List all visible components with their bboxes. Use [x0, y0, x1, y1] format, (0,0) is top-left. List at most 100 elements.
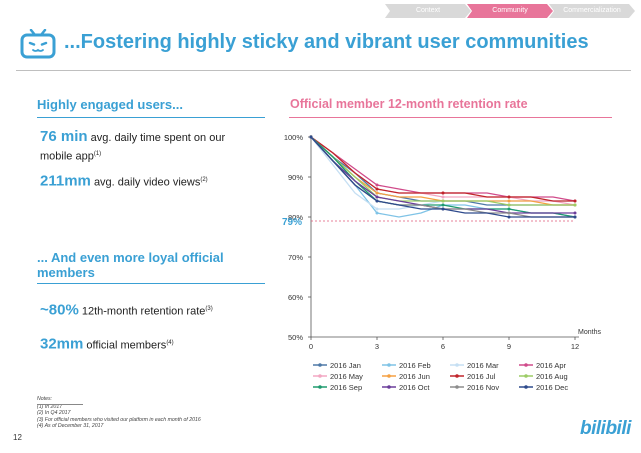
series-line	[310, 136, 575, 206]
series-point	[507, 195, 511, 199]
stat-retention-value: ~80%	[40, 301, 79, 319]
series-line	[310, 136, 575, 202]
legend-marker	[318, 374, 322, 378]
notes-label: Notes:	[37, 396, 52, 402]
nav-tab-community[interactable]: Community	[467, 4, 553, 18]
stat-daily-time-text: avg. daily time spent on our	[90, 132, 226, 144]
legend-marker	[524, 374, 528, 378]
y-tick-label: 80%	[288, 213, 303, 222]
stat-video-views-value: 211mm	[40, 172, 91, 190]
legend-label: 2016 Jan	[330, 361, 361, 370]
legend-marker	[524, 363, 528, 367]
series-point	[507, 199, 511, 203]
page-number: 12	[13, 433, 22, 442]
legend-marker	[524, 385, 528, 389]
series-point	[375, 211, 379, 215]
y-tick-label: 60%	[288, 293, 303, 302]
slide-title: ...Fostering highly sticky and vibrant u…	[64, 31, 589, 53]
legend-marker	[387, 363, 391, 367]
x-tick-label: 6	[441, 342, 445, 351]
series-point	[375, 191, 379, 195]
series-point	[441, 203, 445, 207]
legend-marker	[387, 374, 391, 378]
series-point	[573, 199, 577, 203]
nav-tab-context[interactable]: Context	[385, 4, 471, 18]
legend-label: 2016 Nov	[467, 383, 499, 392]
series-point	[375, 183, 379, 187]
reference-label: 79%	[282, 217, 302, 228]
y-tick-label: 100%	[284, 133, 304, 142]
stat-official-members: 32mm official members(4)	[40, 335, 275, 354]
legend-label: 2016 Mar	[467, 361, 499, 370]
chart-title-underline	[289, 117, 612, 118]
y-tick-label: 70%	[288, 253, 303, 262]
series-point	[441, 207, 445, 211]
engaged-heading: Highly engaged users...	[37, 97, 183, 112]
stat-official-members-text: official members	[86, 339, 167, 352]
stat-daily-time-note: (1)	[93, 151, 102, 157]
legend-marker	[455, 374, 459, 378]
chart-title: Official member 12-month retention rate	[290, 97, 528, 111]
engaged-underline	[37, 117, 265, 118]
series-line	[310, 136, 575, 206]
legend-label: 2016 Feb	[399, 361, 431, 370]
x-tick-label: 0	[309, 342, 313, 351]
tv-logo-icon	[20, 29, 56, 59]
stat-official-members-note: (4)	[166, 340, 174, 346]
stat-daily-time-value: 76 min	[40, 128, 88, 145]
brand-logo: bilibili	[580, 418, 631, 439]
series-line	[310, 136, 575, 206]
x-tick-label: 9	[507, 342, 511, 351]
legend-marker	[455, 385, 459, 389]
legend-marker	[318, 363, 322, 367]
stat-official-members-value: 32mm	[40, 335, 84, 353]
series-point	[573, 215, 577, 219]
stat-retention-text: 12th-month retention rate	[81, 305, 206, 318]
stat-video-views: 211mm avg. daily video views(2)	[40, 172, 275, 191]
section-nav: Context Community Commercialization	[385, 4, 635, 18]
stat-video-views-note: (2)	[200, 177, 208, 183]
footnotes: Notes: (1) In 2017 (2) In Q4 2017 (3) Fo…	[37, 396, 201, 429]
notes-rule	[37, 404, 83, 405]
series-point	[375, 187, 379, 191]
series-point	[507, 207, 511, 211]
note-1: (1) In 2017	[37, 404, 63, 411]
nav-tab-commercialization[interactable]: Commercialization	[549, 4, 635, 18]
nav-tab-community-label: Community	[492, 7, 528, 14]
legend-marker	[387, 385, 391, 389]
loyal-heading-line2: members	[37, 265, 95, 280]
nav-tab-context-label: Context	[415, 7, 441, 14]
series-point	[441, 191, 445, 195]
stat-daily-time-text2: mobile app	[40, 150, 94, 163]
series-point	[507, 211, 511, 215]
stat-retention: ~80% 12th-month retention rate(3)	[40, 301, 275, 320]
series-point	[375, 199, 379, 203]
nav-tab-commercialization-label: Commercialization	[563, 7, 621, 14]
legend-label: 2016 Jun	[399, 372, 430, 381]
legend-marker	[318, 385, 322, 389]
stat-retention-note: (3)	[205, 306, 213, 312]
title-divider	[16, 70, 631, 71]
series-line	[310, 136, 576, 206]
x-tick-label: 12	[571, 342, 579, 351]
series-point	[507, 215, 511, 219]
series-point	[573, 203, 577, 207]
note-3: (3) For official members who visited our…	[37, 416, 201, 423]
legend-label: 2016 Aug	[536, 372, 568, 381]
series-point	[441, 199, 445, 203]
legend-marker	[455, 363, 459, 367]
y-tick-label: 90%	[288, 173, 303, 182]
legend-label: 2016 Jul	[467, 372, 496, 381]
series-point	[375, 207, 379, 211]
series-point	[507, 203, 511, 207]
series-point	[309, 135, 313, 139]
series-point	[375, 195, 379, 199]
x-tick-label: 3	[375, 342, 379, 351]
legend-label: 2016 Sep	[330, 383, 362, 392]
loyal-heading-line1: ... And even more loyal official	[37, 250, 224, 265]
legend-label: 2016 Apr	[536, 361, 567, 370]
x-axis-label: Months	[578, 329, 601, 336]
stat-video-views-text: avg. daily video views	[93, 176, 201, 189]
loyal-heading: ... And even more loyal official members	[37, 250, 224, 280]
